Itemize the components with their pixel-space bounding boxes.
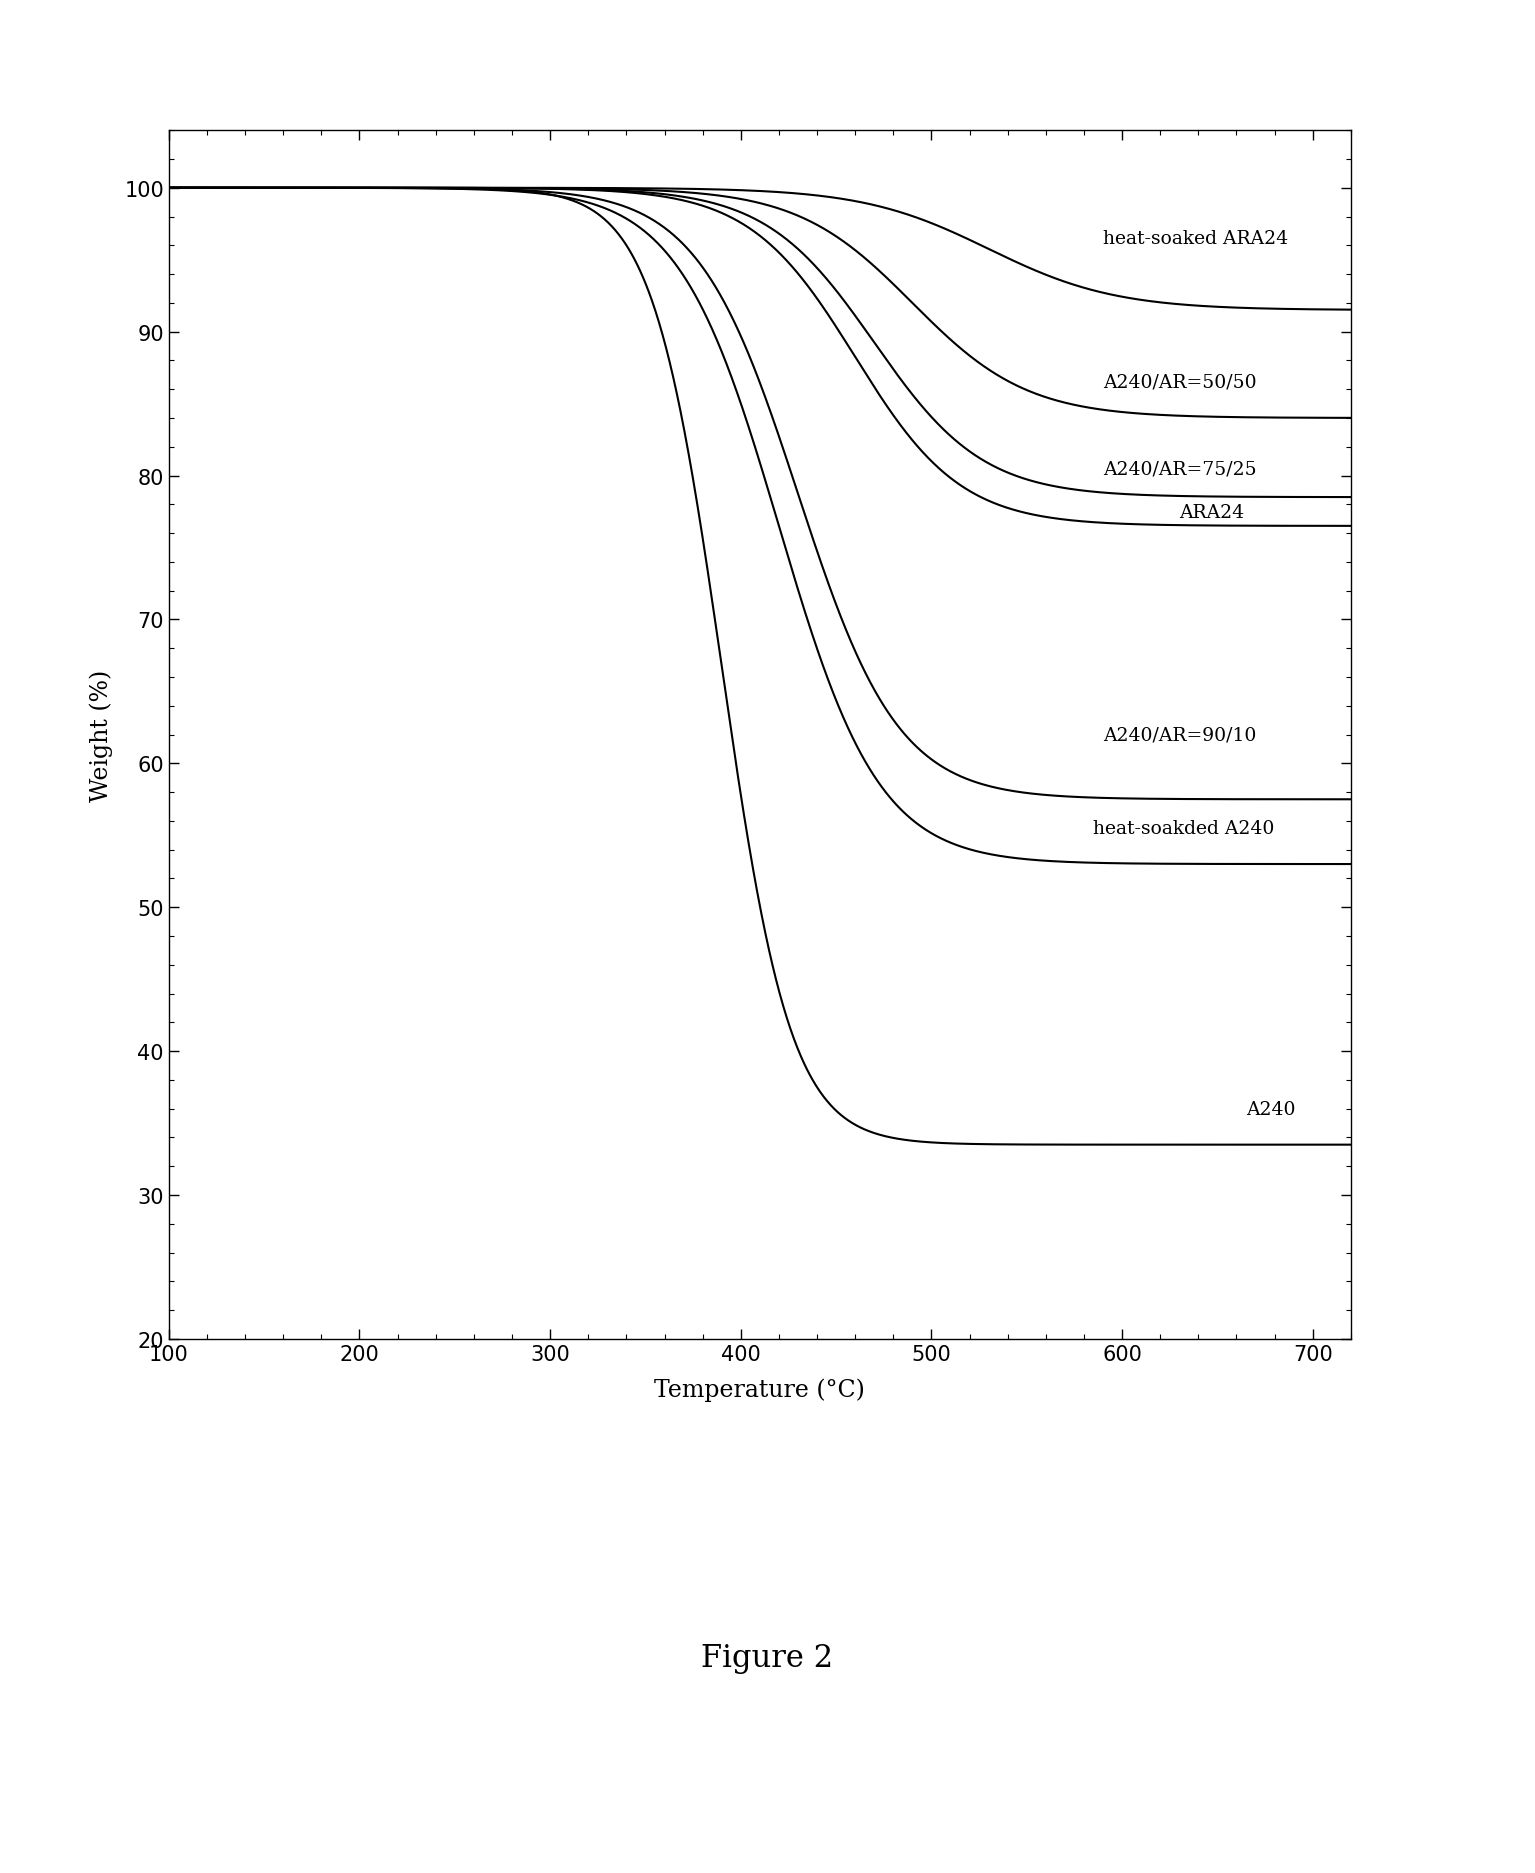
Text: A240/AR=90/10: A240/AR=90/10 bbox=[1104, 727, 1256, 744]
Y-axis label: Weight (%): Weight (%) bbox=[89, 669, 114, 802]
Text: heat-soaked ARA24: heat-soaked ARA24 bbox=[1104, 230, 1288, 247]
Text: A240/AR=50/50: A240/AR=50/50 bbox=[1104, 375, 1257, 391]
Text: A240/AR=75/25: A240/AR=75/25 bbox=[1104, 461, 1257, 478]
Text: ARA24: ARA24 bbox=[1179, 504, 1245, 521]
Text: Figure 2: Figure 2 bbox=[701, 1643, 834, 1673]
X-axis label: Temperature (°C): Temperature (°C) bbox=[654, 1379, 866, 1401]
Text: A240: A240 bbox=[1246, 1099, 1296, 1118]
Text: heat-soakded A240: heat-soakded A240 bbox=[1093, 820, 1274, 837]
